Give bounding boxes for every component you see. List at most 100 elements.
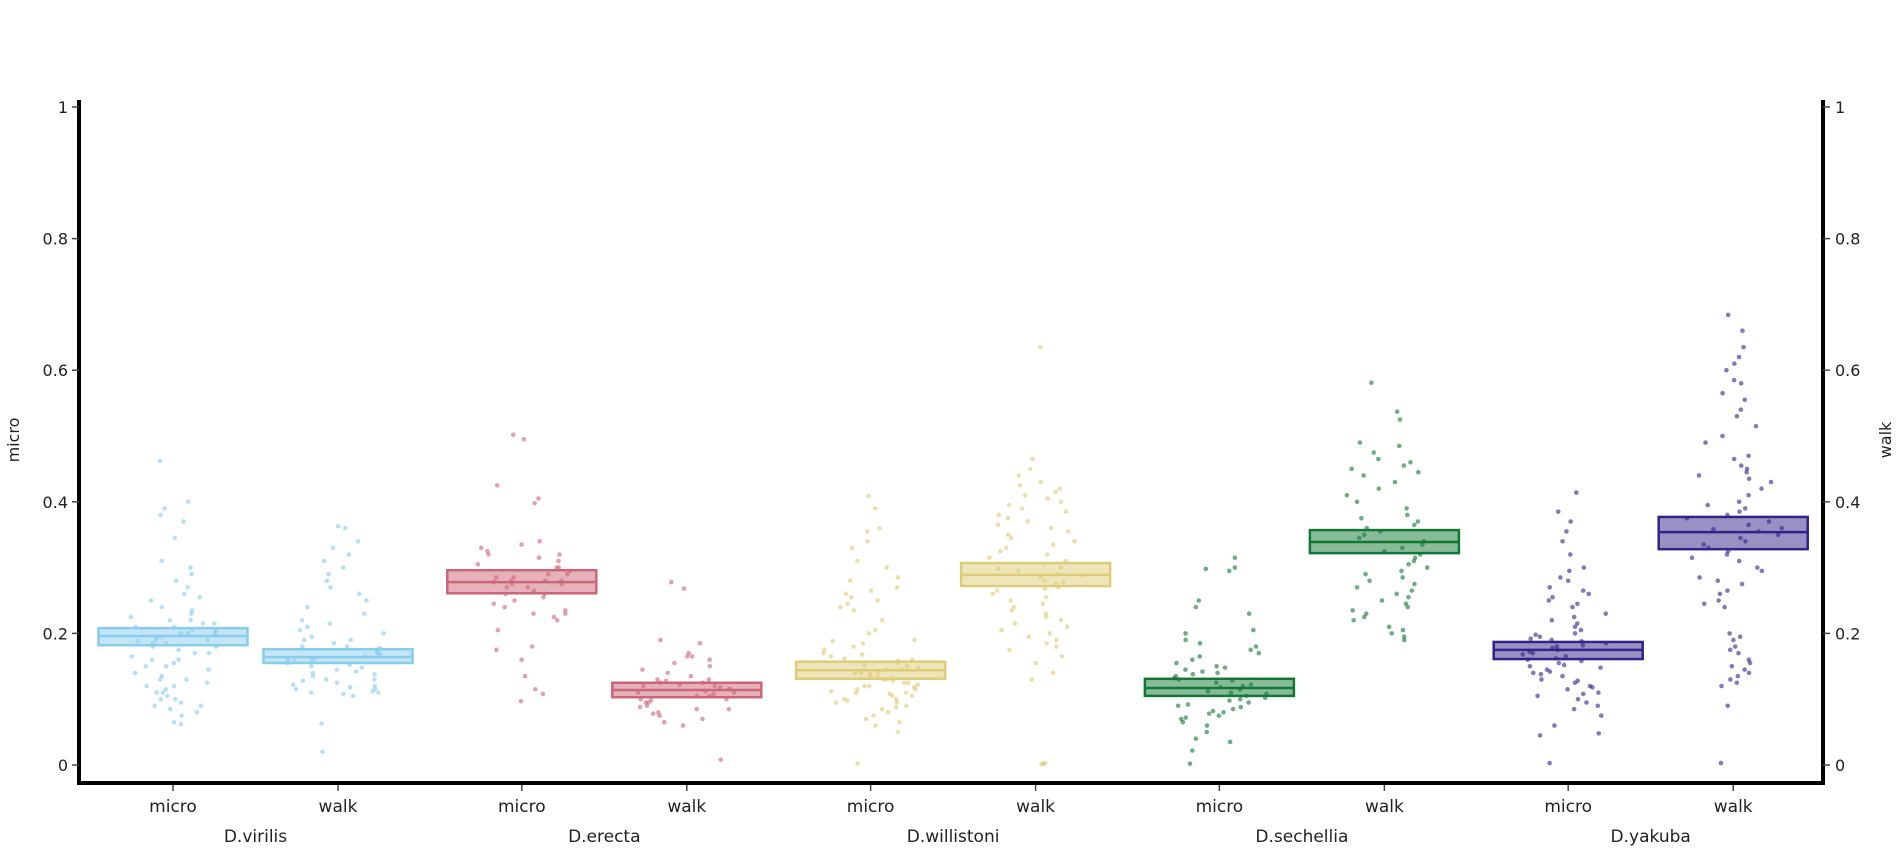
boxes-layer	[97, 515, 1809, 699]
data-point	[1535, 693, 1540, 699]
data-point	[1537, 634, 1543, 639]
data-point	[163, 664, 169, 669]
data-point	[1739, 581, 1745, 587]
data-point	[1043, 594, 1049, 600]
data-point	[1029, 677, 1035, 682]
data-point	[171, 683, 177, 689]
data-point	[359, 665, 365, 670]
data-point	[328, 585, 333, 590]
data-point	[879, 706, 885, 712]
data-point	[1057, 486, 1062, 491]
data-point	[176, 657, 181, 663]
group-label: D.willistoni	[907, 827, 1000, 847]
data-point	[1361, 473, 1366, 478]
data-point	[1424, 565, 1430, 570]
data-point	[197, 594, 203, 600]
data-point	[172, 535, 178, 541]
data-point	[830, 638, 835, 644]
data-point	[1206, 711, 1212, 716]
data-point	[340, 565, 346, 570]
data-point	[1539, 677, 1544, 682]
data-point	[1214, 664, 1219, 669]
data-point	[162, 506, 167, 511]
data-point	[1408, 460, 1413, 465]
right-y-tick-label: 0.6	[1835, 361, 1860, 380]
data-point	[300, 678, 306, 684]
data-point	[1042, 586, 1048, 591]
data-point	[650, 711, 656, 716]
data-point	[518, 698, 524, 704]
group-label: D.sechellia	[1255, 827, 1348, 847]
data-point	[894, 585, 900, 590]
data-point	[866, 631, 872, 636]
data-point	[158, 512, 163, 518]
data-point	[1578, 627, 1584, 633]
data-point	[1401, 634, 1407, 639]
data-point	[1006, 502, 1012, 508]
left-y-axis-title: micro	[4, 418, 23, 463]
data-point	[1575, 696, 1581, 702]
data-point	[181, 519, 186, 524]
data-point	[171, 660, 177, 666]
data-point	[885, 710, 891, 715]
data-point	[1732, 644, 1738, 649]
data-point	[198, 703, 204, 709]
data-point	[1574, 490, 1579, 495]
data-point	[848, 594, 854, 600]
data-point	[821, 650, 826, 656]
data-point	[536, 496, 541, 501]
data-point	[1564, 529, 1569, 534]
data-point	[1703, 440, 1708, 445]
data-point	[1537, 733, 1543, 738]
right-y-tick-label: 0.4	[1835, 493, 1860, 512]
data-point	[1560, 538, 1565, 544]
data-point	[211, 621, 217, 626]
data-point	[1560, 673, 1565, 679]
data-point	[181, 591, 187, 597]
data-point	[706, 677, 712, 682]
data-point	[200, 621, 206, 626]
data-point	[1003, 545, 1009, 551]
data-point	[1349, 466, 1354, 472]
data-point	[1038, 479, 1043, 485]
data-point	[1203, 566, 1209, 572]
category-label: micro	[149, 797, 197, 817]
data-point	[1039, 762, 1044, 767]
data-point	[309, 634, 315, 639]
data-point	[353, 669, 359, 674]
category-label: walk	[667, 797, 706, 817]
data-point	[1183, 631, 1188, 636]
data-point	[343, 525, 348, 531]
group-label: D.yakuba	[1611, 827, 1691, 847]
data-point	[1397, 417, 1403, 422]
data-point	[637, 704, 643, 710]
data-point	[697, 640, 703, 646]
data-point	[1253, 644, 1259, 649]
data-point	[556, 558, 561, 564]
data-point	[1026, 634, 1032, 639]
data-point	[1411, 558, 1417, 564]
data-point	[1221, 710, 1226, 715]
left-y-tick-label: 0.6	[43, 361, 68, 380]
data-point	[1051, 542, 1056, 547]
data-point	[194, 710, 200, 715]
left-y-tick-label: 0.4	[43, 493, 68, 512]
data-point	[1533, 632, 1538, 638]
data-point	[665, 670, 670, 676]
data-point	[1210, 708, 1216, 714]
data-point	[879, 617, 885, 623]
data-point	[1379, 598, 1385, 603]
data-point	[1590, 685, 1595, 690]
data-point	[1552, 723, 1557, 728]
data-point	[188, 617, 193, 623]
data-point	[301, 637, 307, 643]
data-point	[1008, 598, 1013, 603]
data-point	[1058, 617, 1064, 623]
data-point	[178, 721, 184, 727]
data-point	[833, 700, 839, 705]
data-point	[689, 654, 695, 659]
data-point	[657, 713, 662, 718]
data-point	[1251, 627, 1256, 633]
data-point	[1603, 611, 1609, 616]
data-point	[1040, 601, 1046, 607]
